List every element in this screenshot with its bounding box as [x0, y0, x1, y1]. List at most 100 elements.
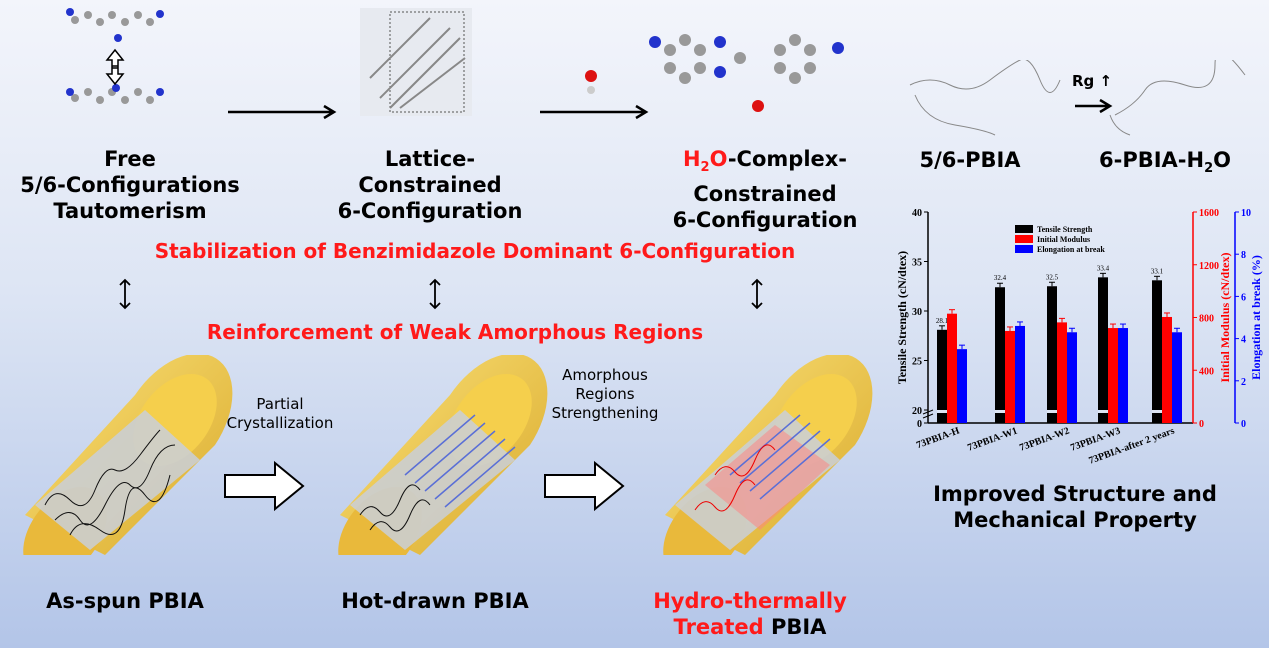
legend-label: Initial Modulus [1037, 235, 1090, 244]
bar-tensile-strength [1152, 280, 1162, 423]
data-label: 32.5 [1046, 273, 1059, 281]
double-arrow-icon [119, 278, 131, 310]
label-line: 6-Configuration [672, 208, 858, 233]
label-line: 5/6-Configurations [20, 173, 240, 197]
bar-elongation-at-break [1172, 332, 1182, 423]
legend-swatch [1015, 245, 1033, 253]
y-right1-tick-label: 400 [1199, 366, 1214, 377]
fiber-cylinders-image [23, 355, 874, 555]
stage-label-free: Free 5/6-Configurations Tautomerism [20, 146, 240, 224]
y-right2-tick-label: 4 [1241, 335, 1246, 346]
data-label: 33.1 [1151, 267, 1164, 275]
y-tick-label: 40 [912, 208, 922, 219]
y-right2-label: Elongation at break (%) [1249, 255, 1263, 380]
label-line: Constrained [693, 182, 837, 207]
y-tick-label: 25 [912, 357, 922, 368]
y-tick-label: 20 [912, 406, 922, 417]
x-tick-label: 73PBIA-W3 [1069, 425, 1122, 453]
lattice-structure-image [360, 8, 472, 116]
data-label: 32.4 [994, 274, 1007, 282]
y-right2-tick-label: 0 [1241, 419, 1246, 430]
data-label: 33.4 [1097, 264, 1110, 272]
partial-crystallization-label: Partial Crystallization [225, 395, 335, 433]
as-spun-label: As-spun PBIA [46, 589, 204, 613]
label-line: Tautomerism [53, 199, 207, 223]
y-tick-label: 35 [912, 258, 922, 269]
label-line: 6-Configuration [337, 199, 523, 223]
bar-initial-modulus [947, 313, 957, 423]
double-arrow-icon [429, 278, 441, 310]
label-line: Strengthening [551, 404, 659, 422]
hot-drawn-label: Hot-drawn PBIA [341, 589, 529, 613]
y-right1-tick-label: 1200 [1199, 261, 1219, 272]
amorphous-strengthening-label: Amorphous Regions Strengthening [545, 366, 665, 423]
bar-initial-modulus [1108, 328, 1118, 423]
label-line: Improved Structure and [933, 482, 1217, 506]
y-right1-tick-label: 0 [1199, 419, 1204, 430]
stage-label-h2o-complex: H2O-Complex- Constrained 6-Configuration [660, 146, 870, 233]
axis-break-gap [1152, 410, 1162, 413]
axis-break-icon [922, 409, 934, 419]
bar-initial-modulus [1162, 316, 1172, 423]
arrow-right-icon [540, 104, 649, 120]
label-line: Treated [673, 615, 764, 639]
label-line: Amorphous [562, 366, 648, 384]
legend-label: Tensile Strength [1037, 225, 1093, 234]
label-line: Crystallization [226, 414, 334, 432]
legend-label: Elongation at break [1037, 245, 1105, 254]
summary-label: Improved Structure and Mechanical Proper… [905, 481, 1245, 533]
bar-tensile-strength [995, 287, 1005, 423]
y-right2-tick-label: 8 [1241, 250, 1246, 261]
y-tick-label: 0 [917, 419, 922, 430]
axis-break-gap [937, 410, 947, 413]
y-right1-tick-label: 1600 [1199, 208, 1219, 219]
reinforcement-banner: Reinforcement of Weak Amorphous Regions [206, 320, 704, 344]
chain-label-left: 5/6-PBIA [919, 148, 1021, 172]
axis-break-gap [1047, 410, 1057, 413]
axis-break-gap [1098, 410, 1108, 413]
bar-initial-modulus [1057, 322, 1067, 423]
label-line: Lattice- [384, 147, 476, 171]
y-right2-tick-label: 10 [1241, 208, 1251, 219]
tautomer-molecules-image [66, 8, 164, 104]
y-right1-tick-label: 800 [1199, 314, 1214, 325]
data-label: 28.1 [936, 317, 949, 325]
arrow-right-icon [228, 104, 337, 120]
label-line: Free [104, 147, 156, 171]
y-right2-tick-label: 6 [1241, 292, 1246, 303]
x-tick-label: 73PBIA-W1 [966, 425, 1019, 453]
bar-tensile-strength [937, 329, 947, 423]
label-sub: 2 [700, 160, 710, 176]
bar-tensile-strength [1047, 286, 1057, 423]
label-part: 6-PBIA-H [1099, 148, 1205, 172]
polymer-chains-image [909, 60, 1246, 136]
bar-elongation-at-break [1118, 328, 1128, 423]
bar-elongation-at-break [1015, 325, 1025, 423]
label-rest: -Complex- [727, 147, 848, 171]
bar-elongation-at-break [1067, 332, 1077, 423]
y-right1-label: Initial Modulus (cN/dtex) [1218, 252, 1232, 382]
stage-label-lattice: Lattice- Constrained 6-Configuration [330, 146, 530, 224]
legend-swatch [1015, 235, 1033, 243]
axis-break-gap [995, 410, 1005, 413]
hydro-thermal-label: Hydro-thermally Treated PBIA [630, 588, 870, 640]
bar-tensile-strength [1098, 277, 1108, 423]
label-line: Constrained [358, 173, 502, 197]
label-line: Partial [256, 395, 304, 413]
label-o: O [709, 147, 728, 171]
rg-increase-label: Rg ↑ [1072, 72, 1113, 90]
h2o-complex-molecule-image [649, 34, 844, 112]
double-arrow-icon [751, 278, 763, 310]
y-tick-label: 30 [912, 307, 922, 318]
label-line: PBIA [763, 615, 827, 639]
legend-swatch [1015, 225, 1033, 233]
label-line: Mechanical Property [953, 508, 1197, 532]
water-molecule-icon [585, 70, 597, 94]
stabilization-banner: Stabilization of Benzimidazole Dominant … [154, 239, 796, 263]
label-line: Hydro-thermally [653, 589, 847, 613]
label-line: Regions [575, 385, 635, 403]
y-left-label: Tensile Strength (cN/dtex) [895, 251, 909, 384]
y-right2-tick-label: 2 [1241, 377, 1246, 388]
bar-initial-modulus [1005, 330, 1015, 423]
label-h: H [682, 147, 701, 171]
